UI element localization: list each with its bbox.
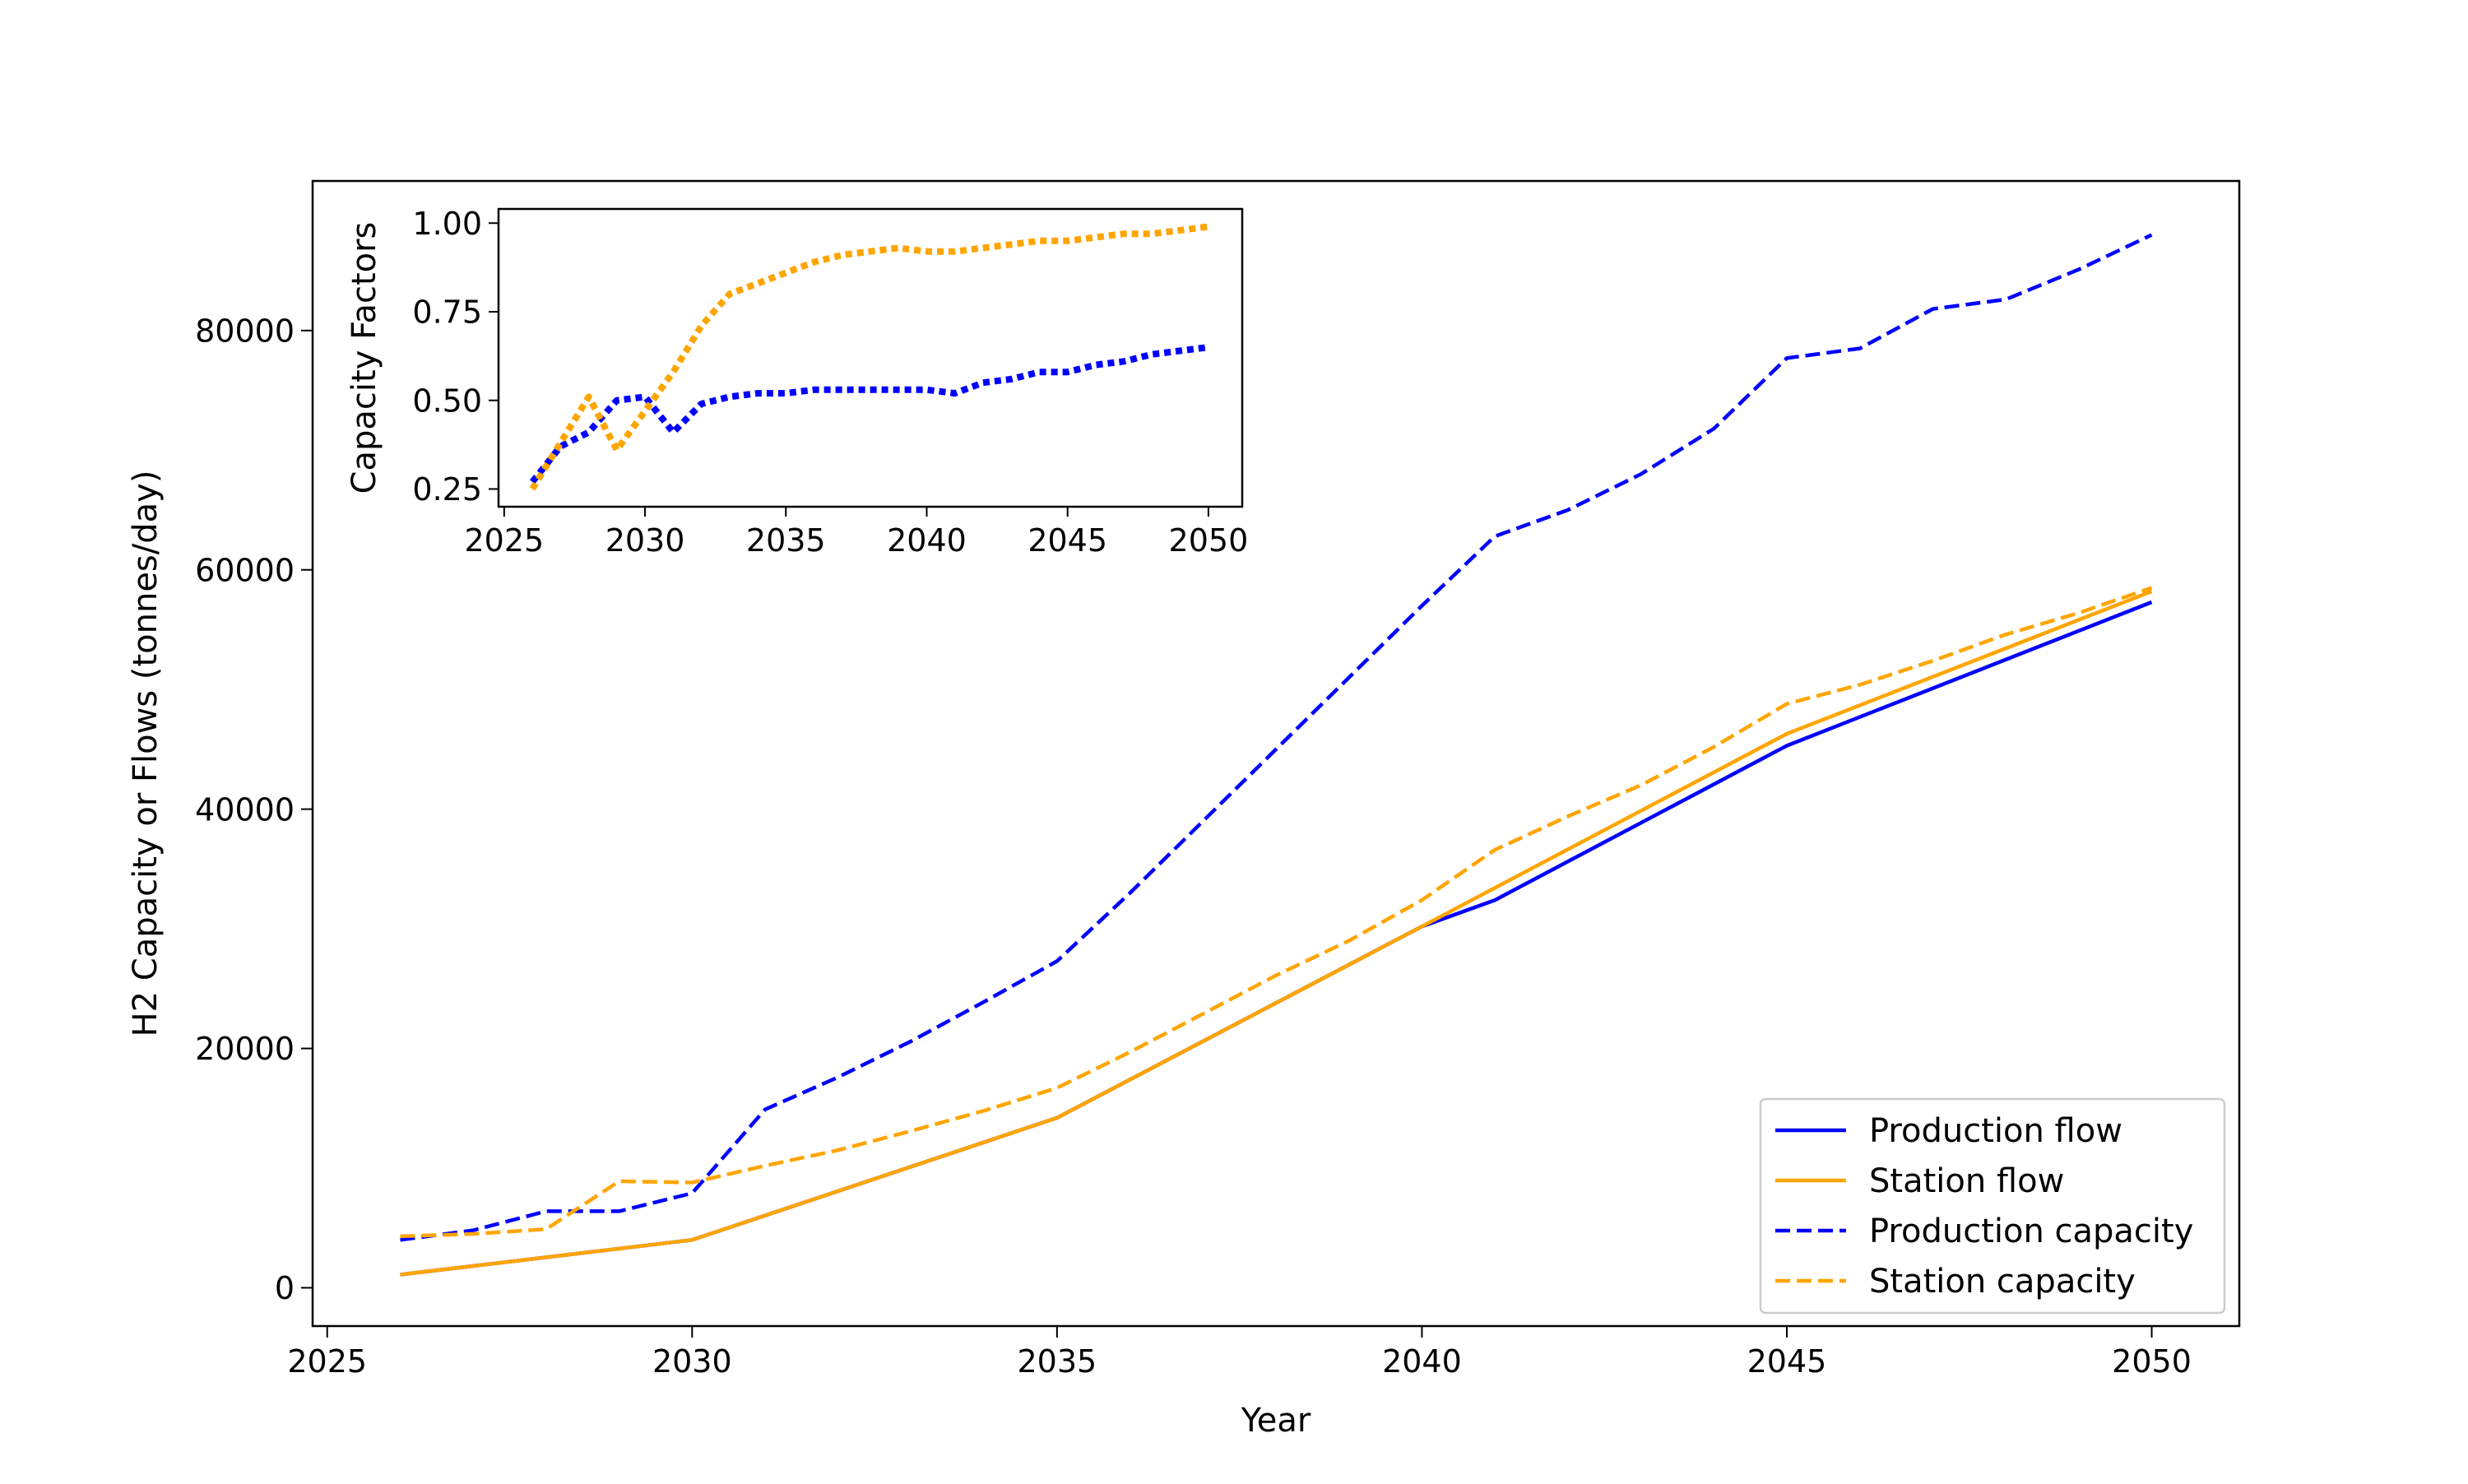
main-plot-frame [311, 179, 2241, 1328]
main-x-axis-label: Year [1241, 1402, 1311, 1440]
main-y-axis-label: H2 Capacity or Flows (tonnes/day) [127, 471, 165, 1037]
inset-y-tick-label: 0.75 [412, 294, 482, 331]
main-x-tick-label: 2040 [1382, 1343, 1462, 1380]
inset-plot-frame [497, 207, 1244, 508]
main-x-tick-label: 2035 [1018, 1343, 1097, 1380]
inset-y-axis-label: Capacity Factors [346, 222, 383, 494]
inset-line-series-1 [529, 344, 1209, 485]
main-y-tick-label: 80000 [195, 313, 295, 349]
legend-box [1759, 1097, 2226, 1315]
main-y-tick-label: 20000 [195, 1031, 295, 1067]
main-x-tick-label: 2025 [287, 1343, 367, 1380]
legend-label: Station capacity [1869, 1263, 2136, 1301]
main-x-tick-label: 2050 [2112, 1343, 2192, 1380]
inset-x-tick-label: 2050 [1169, 522, 1249, 559]
inset-x-tick-label: 2030 [605, 522, 685, 559]
main-y-tick-label: 40000 [195, 791, 295, 828]
inset-background [499, 209, 1242, 507]
inset-x-tick-label: 2025 [464, 522, 544, 559]
inset-y-tick-label: 1.00 [412, 206, 482, 242]
main-line-production-capacity [400, 233, 2153, 1242]
legend-label: Station flow [1869, 1162, 2064, 1200]
inset-x-tick-label: 2035 [746, 522, 826, 559]
main-line-station-flow [400, 589, 2153, 1277]
main-line-station-capacity [400, 586, 2153, 1239]
inset-x-tick-label: 2045 [1028, 522, 1107, 559]
main-x-tick-label: 2045 [1747, 1343, 1827, 1380]
main-x-tick-label: 2030 [652, 1343, 732, 1380]
inset-line-series-2 [529, 223, 1209, 491]
inset-y-tick-label: 0.50 [412, 383, 482, 419]
legend-label: Production capacity [1869, 1213, 2193, 1250]
main-y-tick-label: 60000 [195, 552, 295, 588]
main-y-tick-label: 0 [275, 1270, 295, 1306]
legend-label: Production flow [1869, 1112, 2122, 1150]
inset-x-tick-label: 2040 [887, 522, 967, 559]
inset-y-tick-label: 0.25 [412, 471, 482, 508]
